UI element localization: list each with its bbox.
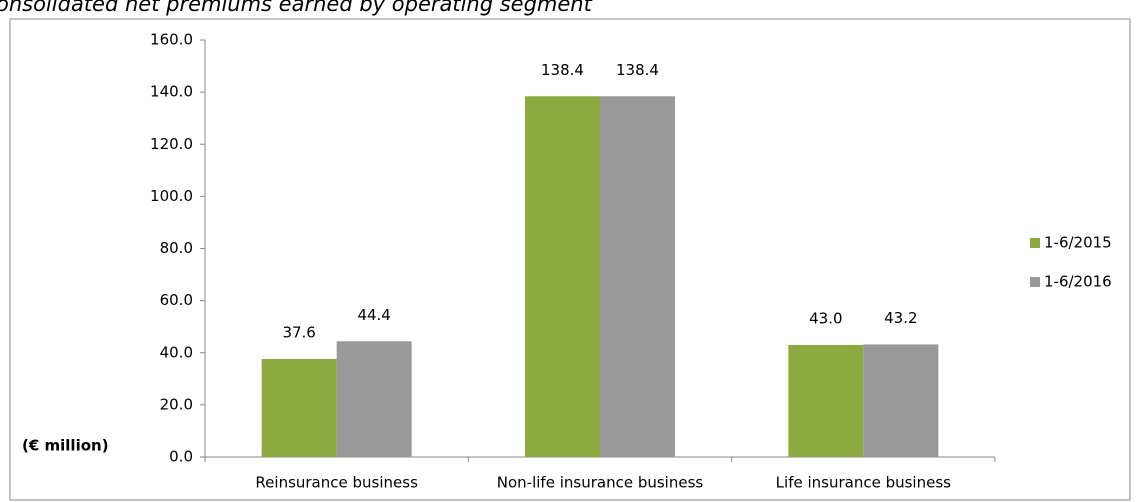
bar [863,344,939,457]
chart-title: onsolidated net premiums earned by opera… [0,0,593,16]
bar [525,96,600,458]
data-label: 37.6 [282,324,315,342]
data-label: 44.4 [357,306,390,324]
data-label: 43.2 [884,309,917,327]
y-tick-label: 60.0 [160,291,193,309]
bar [336,341,412,457]
data-label: 43.0 [809,309,842,327]
y-tick-label: 40.0 [160,343,193,361]
x-tick-label: Life insurance business [776,474,951,492]
y-tick-label: 140.0 [150,83,193,101]
y-tick-label: 20.0 [160,395,193,413]
bar [600,96,675,458]
y-tick-label: 120.0 [150,135,193,153]
bar [788,344,864,457]
y-axis-label: (€ million) [22,437,109,455]
x-tick-label: Non-life insurance business [497,474,704,492]
legend-label: 1-6/2015 [1044,234,1112,252]
legend-swatch [1030,277,1040,287]
y-tick-label: 100.0 [150,187,193,205]
y-tick-label: 160.0 [150,31,193,49]
data-label: 138.4 [616,61,659,79]
legend-label: 1-6/2016 [1044,273,1112,291]
data-label: 138.4 [541,61,584,79]
y-tick-label: 80.0 [160,239,193,257]
bar [261,359,337,457]
x-tick-label: Reinsurance business [255,474,418,492]
y-tick-label: 0.0 [169,448,193,466]
chart-frame [9,18,1131,501]
legend-swatch [1030,238,1040,248]
